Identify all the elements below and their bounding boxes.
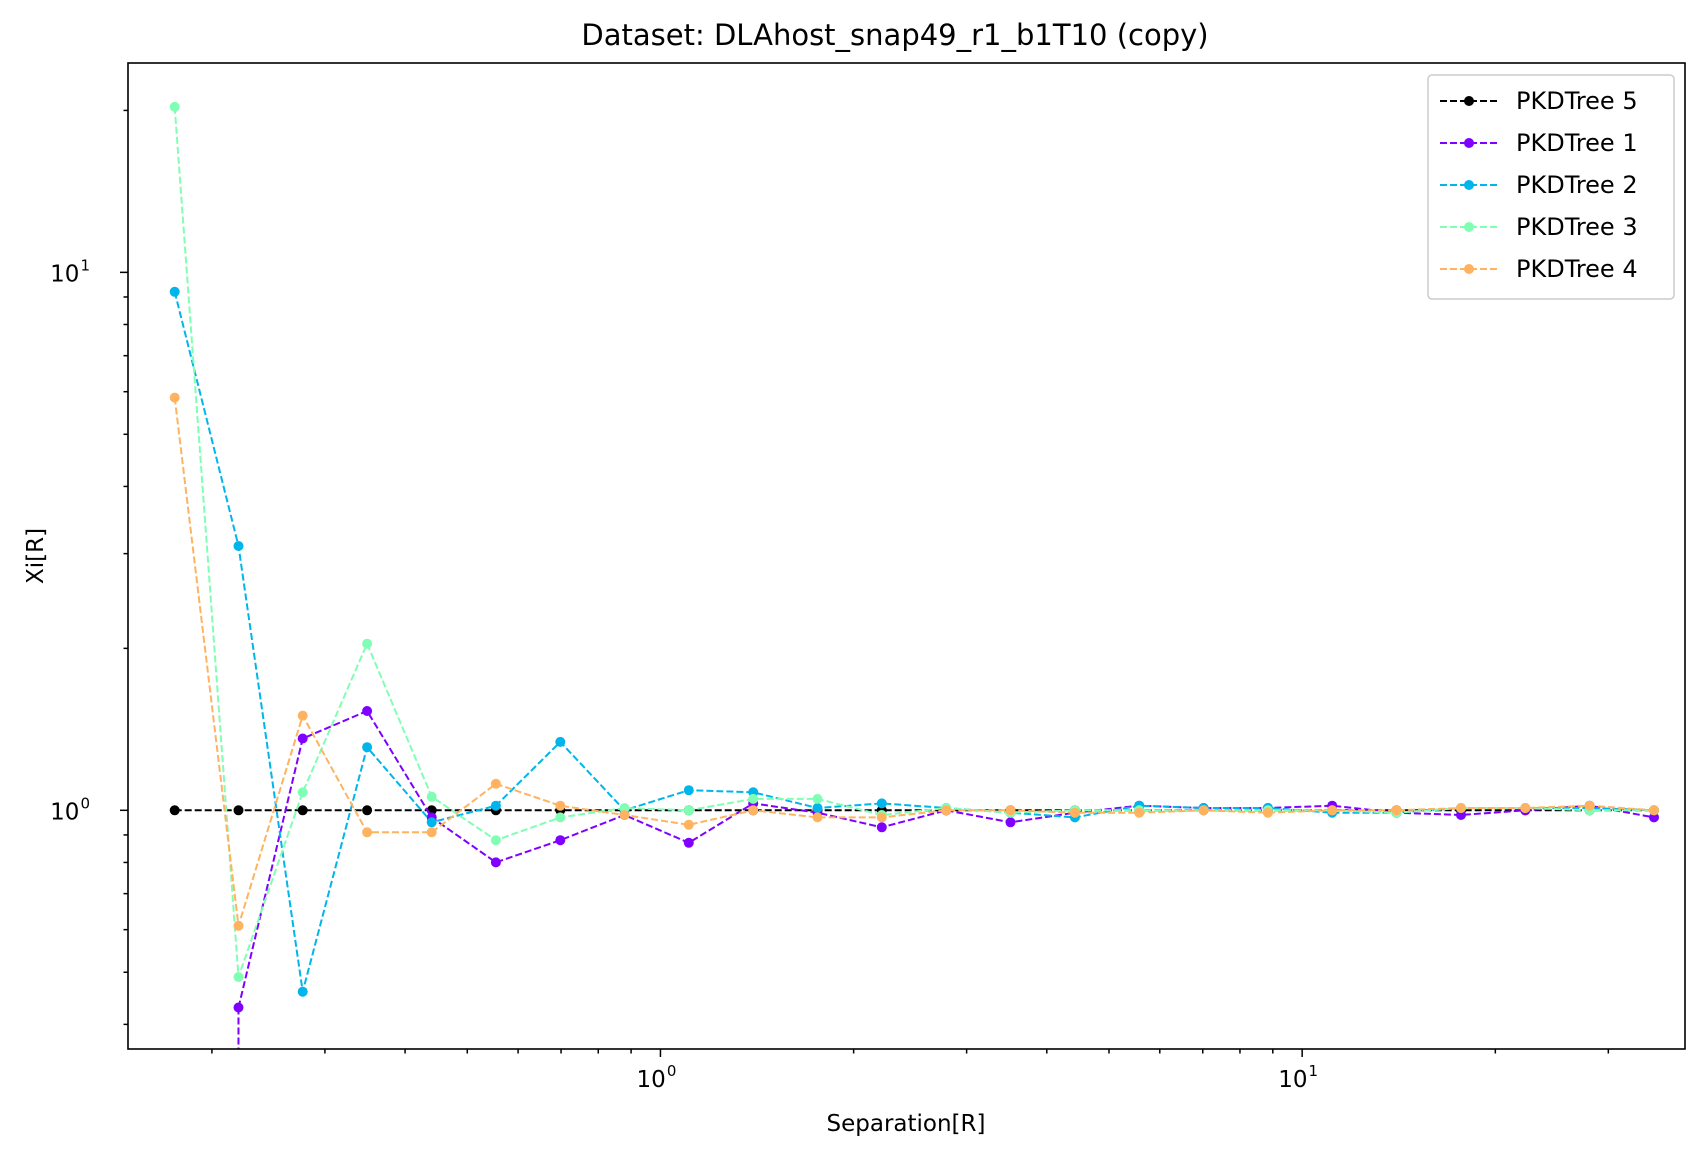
data-point bbox=[297, 986, 308, 997]
legend-item: PKDTree 5 bbox=[1440, 87, 1638, 115]
series-line bbox=[237, 709, 1655, 1008]
data-point bbox=[683, 785, 694, 796]
data-point bbox=[941, 805, 952, 816]
legend-marker bbox=[1464, 180, 1474, 190]
data-point bbox=[233, 972, 244, 982]
x-tick-label: 100 bbox=[637, 1062, 677, 1093]
legend-label: PKDTree 3 bbox=[1516, 213, 1638, 241]
series-line bbox=[173, 291, 1655, 992]
data-point bbox=[426, 817, 437, 828]
data-point bbox=[1134, 807, 1145, 818]
legend-item: PKDTree 3 bbox=[1440, 213, 1638, 241]
legend: PKDTree 5 PKDTree 1 PKDTree 2 PKDTree 3 PKDT… bbox=[1427, 74, 1675, 300]
data-point bbox=[812, 803, 823, 813]
data-point bbox=[362, 742, 373, 753]
data-point bbox=[812, 812, 823, 823]
data-point bbox=[297, 733, 308, 744]
data-point bbox=[876, 812, 887, 823]
data-point bbox=[1005, 805, 1016, 816]
data-point bbox=[233, 920, 244, 931]
data-point bbox=[555, 800, 566, 811]
legend-label: PKDTree 5 bbox=[1516, 87, 1638, 115]
data-point bbox=[555, 812, 566, 823]
data-point bbox=[297, 710, 308, 721]
data-point bbox=[1649, 805, 1659, 816]
data-point bbox=[1005, 817, 1016, 828]
data-point bbox=[426, 791, 437, 802]
data-point bbox=[362, 805, 373, 816]
legend-marker bbox=[1464, 138, 1474, 148]
data-point bbox=[683, 805, 694, 816]
data-point bbox=[555, 835, 566, 846]
data-point bbox=[1069, 807, 1080, 818]
data-point bbox=[233, 541, 244, 551]
data-point bbox=[683, 837, 694, 848]
data-point bbox=[683, 819, 694, 830]
data-point bbox=[426, 827, 437, 838]
legend-item: PKDTree 4 bbox=[1440, 255, 1638, 283]
data-point bbox=[297, 787, 308, 798]
x-tick-label: 101 bbox=[1278, 1062, 1318, 1093]
data-point bbox=[1584, 800, 1595, 811]
data-point bbox=[555, 736, 566, 747]
legend-box bbox=[1427, 74, 1675, 300]
data-point bbox=[1649, 812, 1659, 823]
legend-item: PKDTree 2 bbox=[1440, 171, 1638, 199]
data-point bbox=[748, 793, 759, 804]
axes-frame bbox=[127, 62, 1686, 1050]
series-line bbox=[173, 397, 1655, 927]
legend-label: PKDTree 4 bbox=[1516, 255, 1638, 283]
data-point bbox=[748, 805, 759, 816]
data-point bbox=[169, 286, 180, 297]
series-2 bbox=[233, 706, 1659, 1049]
data-point bbox=[1456, 803, 1466, 813]
data-point bbox=[876, 798, 887, 809]
data-point bbox=[1262, 807, 1273, 818]
y-axis-label: Xi[R] bbox=[23, 528, 49, 584]
legend-label: PKDTree 1 bbox=[1516, 129, 1638, 157]
data-point bbox=[1327, 805, 1338, 816]
series-line bbox=[173, 106, 1654, 978]
legend-marker bbox=[1464, 264, 1474, 274]
data-point bbox=[169, 392, 180, 403]
data-point bbox=[876, 822, 887, 833]
y-tick-label: 101 bbox=[50, 256, 90, 287]
data-point bbox=[1456, 810, 1466, 820]
plot-area bbox=[169, 101, 1659, 1049]
data-point bbox=[490, 857, 501, 868]
data-point bbox=[1391, 805, 1402, 816]
data-point bbox=[362, 638, 373, 649]
y-tick-label: 100 bbox=[50, 794, 90, 825]
series-3 bbox=[169, 286, 1659, 997]
data-point bbox=[490, 800, 501, 811]
data-point bbox=[619, 803, 630, 813]
data-point bbox=[233, 805, 244, 816]
legend-marker bbox=[1464, 96, 1474, 106]
series-5 bbox=[169, 392, 1659, 931]
data-point bbox=[297, 805, 308, 816]
legend-label: PKDTree 2 bbox=[1516, 171, 1638, 199]
legend-item: PKDTree 1 bbox=[1440, 129, 1638, 157]
legend-marker bbox=[1464, 222, 1474, 232]
data-point bbox=[490, 835, 501, 846]
data-point bbox=[169, 805, 180, 816]
data-point bbox=[619, 810, 630, 820]
data-point bbox=[490, 778, 501, 789]
data-point bbox=[1198, 805, 1209, 816]
chart-title: Dataset: DLAhost_snap49_r1_b1T10 (copy) bbox=[581, 18, 1208, 52]
axis-ticks: 100 101 100 101 bbox=[50, 109, 1610, 1093]
data-point bbox=[362, 827, 373, 838]
x-axis-label: Separation[R] bbox=[827, 1111, 986, 1137]
data-point bbox=[812, 793, 823, 804]
data-point bbox=[233, 1002, 244, 1013]
data-point bbox=[169, 101, 180, 112]
data-point bbox=[362, 706, 373, 716]
data-point bbox=[1520, 803, 1531, 813]
